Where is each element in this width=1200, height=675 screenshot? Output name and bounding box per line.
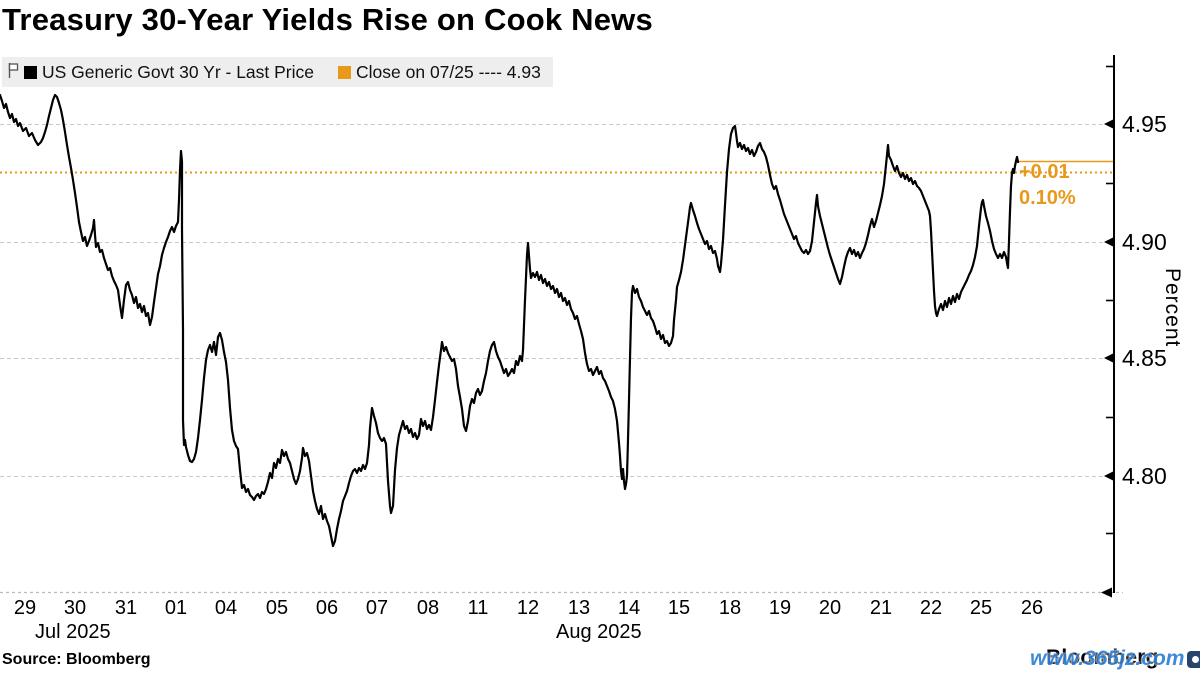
x-tick-label: 12 <box>516 597 540 619</box>
x-tick-label: 01 <box>164 597 188 619</box>
x-tick-label: 20 <box>818 597 842 619</box>
x-tick-label: 11 <box>467 597 489 619</box>
x-tick-label: 04 <box>214 597 238 619</box>
y-axis-major-tick-icon <box>1104 353 1113 363</box>
orange-swatch-icon <box>338 65 352 79</box>
black-swatch-icon <box>24 65 37 79</box>
x-axis-arrow-icon <box>1101 587 1112 598</box>
x-tick-label: 29 <box>13 597 37 619</box>
x-tick-label: 22 <box>919 597 943 619</box>
legend-item-last-price: US Generic Govt 30 Yr - Last Price <box>22 62 314 83</box>
x-tick-label: 26 <box>1020 597 1044 619</box>
price-line <box>0 93 1020 548</box>
y-axis-major-tick-icon <box>1104 237 1113 247</box>
x-tick-label: 06 <box>315 597 339 619</box>
y-tick-label: 4.85 <box>1122 345 1167 371</box>
flag-icon <box>6 61 20 85</box>
x-tick-label: 25 <box>969 597 993 619</box>
y-axis-title: Percent <box>1161 268 1184 348</box>
x-tick-label: 15 <box>667 597 691 619</box>
x-tick-label: 18 <box>718 597 742 619</box>
change-annotation: +0.01 <box>1019 161 1070 183</box>
watermark-text: www.365jz.com <box>1030 647 1185 670</box>
legend-item-close-label: Close on 07/25 ---- 4.93 <box>356 61 541 82</box>
watermark: www.365jz.com <box>1030 647 1200 671</box>
y-tick-label: 4.90 <box>1122 229 1167 255</box>
chart-title: Treasury 30-Year Yields Rise on Cook New… <box>2 2 653 37</box>
x-tick-label: 19 <box>768 597 792 619</box>
bloomberg-logo: Bloomberg <box>1046 646 1159 669</box>
x-tick-label: 13 <box>567 597 591 619</box>
x-tick-label: 30 <box>63 597 87 619</box>
x-tick-label: 08 <box>416 597 440 619</box>
legend-item-close: Close on 07/25 ---- 4.93 <box>336 62 541 83</box>
y-tick-label: 4.80 <box>1122 463 1167 489</box>
x-tick-label: 05 <box>265 597 289 619</box>
pct-change-annotation: 0.10% <box>1019 187 1076 209</box>
x-month-label: Jul 2025 <box>35 621 111 643</box>
source-credit: Source: Bloomberg <box>2 651 151 668</box>
chart-legend: US Generic Govt 30 Yr - Last Price Close… <box>2 57 553 87</box>
y-tick-label: 4.95 <box>1122 111 1167 137</box>
x-month-label: Aug 2025 <box>556 621 642 643</box>
watermark-icon <box>1187 650 1200 668</box>
y-axis-major-tick-icon <box>1104 471 1113 481</box>
x-tick-label: 31 <box>114 597 138 619</box>
x-tick-label: 21 <box>869 597 893 619</box>
legend-item-last-price-label: US Generic Govt 30 Yr - Last Price <box>42 61 315 82</box>
y-axis-major-tick-icon <box>1104 119 1113 129</box>
x-tick-label: 07 <box>365 597 389 619</box>
x-tick-label: 14 <box>617 597 641 619</box>
